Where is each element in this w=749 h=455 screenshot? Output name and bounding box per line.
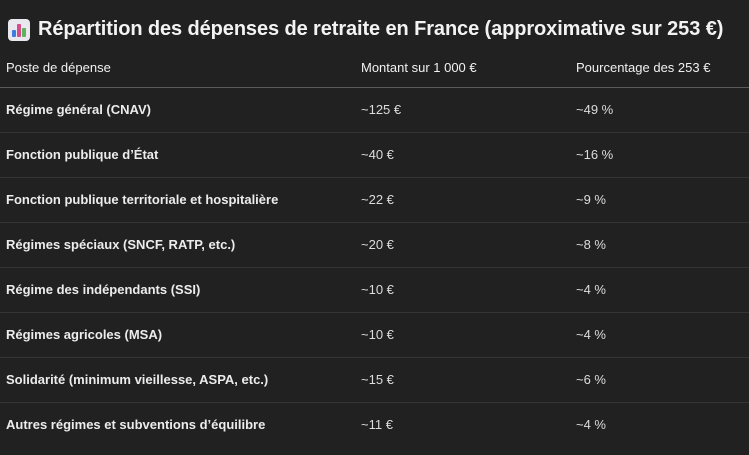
expense-table: Poste de dépense Montant sur 1 000 € Pou…: [0, 49, 749, 447]
row-percent: ~4 %: [576, 327, 606, 342]
row-label: Régime des indépendants (SSI): [6, 282, 201, 297]
row-amount: ~22 €: [361, 192, 394, 207]
row-label: Fonction publique d’État: [6, 147, 159, 162]
header-pourcentage: Pourcentage des 253 €: [576, 60, 711, 76]
table-row: Solidarité (minimum vieillesse, ASPA, et…: [0, 357, 749, 402]
table-row: Autres régimes et subventions d’équilibr…: [0, 402, 749, 447]
row-label: Fonction publique territoriale et hospit…: [6, 192, 279, 207]
row-percent: ~8 %: [576, 237, 606, 252]
row-percent: ~9 %: [576, 192, 606, 207]
row-label: Régimes spéciaux (SNCF, RATP, etc.): [6, 237, 236, 252]
header-montant: Montant sur 1 000 €: [361, 60, 477, 76]
heading-title: Répartition des dépenses de retraite en …: [38, 18, 724, 40]
section-heading: Répartition des dépenses de retraite en …: [8, 18, 723, 41]
table-row: Fonction publique d’État ~40 € ~16 %: [0, 132, 749, 177]
table-header: Poste de dépense Montant sur 1 000 € Pou…: [0, 49, 749, 87]
row-label: Régime général (CNAV): [6, 102, 151, 117]
row-amount: ~40 €: [361, 147, 394, 162]
row-label: Solidarité (minimum vieillesse, ASPA, et…: [6, 372, 269, 387]
row-amount: ~10 €: [361, 282, 394, 297]
row-label: Autres régimes et subventions d’équilibr…: [6, 417, 266, 433]
table-row: Régime général (CNAV) ~125 € ~49 %: [0, 87, 749, 132]
row-percent: ~4 %: [576, 282, 606, 297]
table-row: Fonction publique territoriale et hospit…: [0, 177, 749, 222]
table-row: Régimes agricoles (MSA) ~10 € ~4 %: [0, 312, 749, 357]
table-header-row: Poste de dépense Montant sur 1 000 € Pou…: [0, 49, 749, 87]
bar-chart-icon: [8, 18, 30, 41]
row-label: Régimes agricoles (MSA): [6, 327, 163, 342]
table-row: Régime des indépendants (SSI) ~10 € ~4 %: [0, 267, 749, 312]
row-percent: ~49 %: [576, 102, 614, 117]
row-amount: ~11 €: [361, 417, 393, 433]
row-amount: ~125 €: [361, 102, 402, 117]
table-row: Régimes spéciaux (SNCF, RATP, etc.) ~20 …: [0, 222, 749, 267]
row-amount: ~15 €: [361, 372, 394, 387]
header-poste: Poste de dépense: [6, 60, 111, 76]
table-body: Régime général (CNAV) ~125 € ~49 % Fonct…: [0, 87, 749, 447]
row-percent: ~6 %: [576, 372, 606, 387]
row-amount: ~10 €: [361, 327, 394, 342]
row-percent: ~16 %: [576, 147, 614, 162]
row-amount: ~20 €: [361, 237, 394, 252]
row-percent: ~4 %: [576, 417, 606, 433]
